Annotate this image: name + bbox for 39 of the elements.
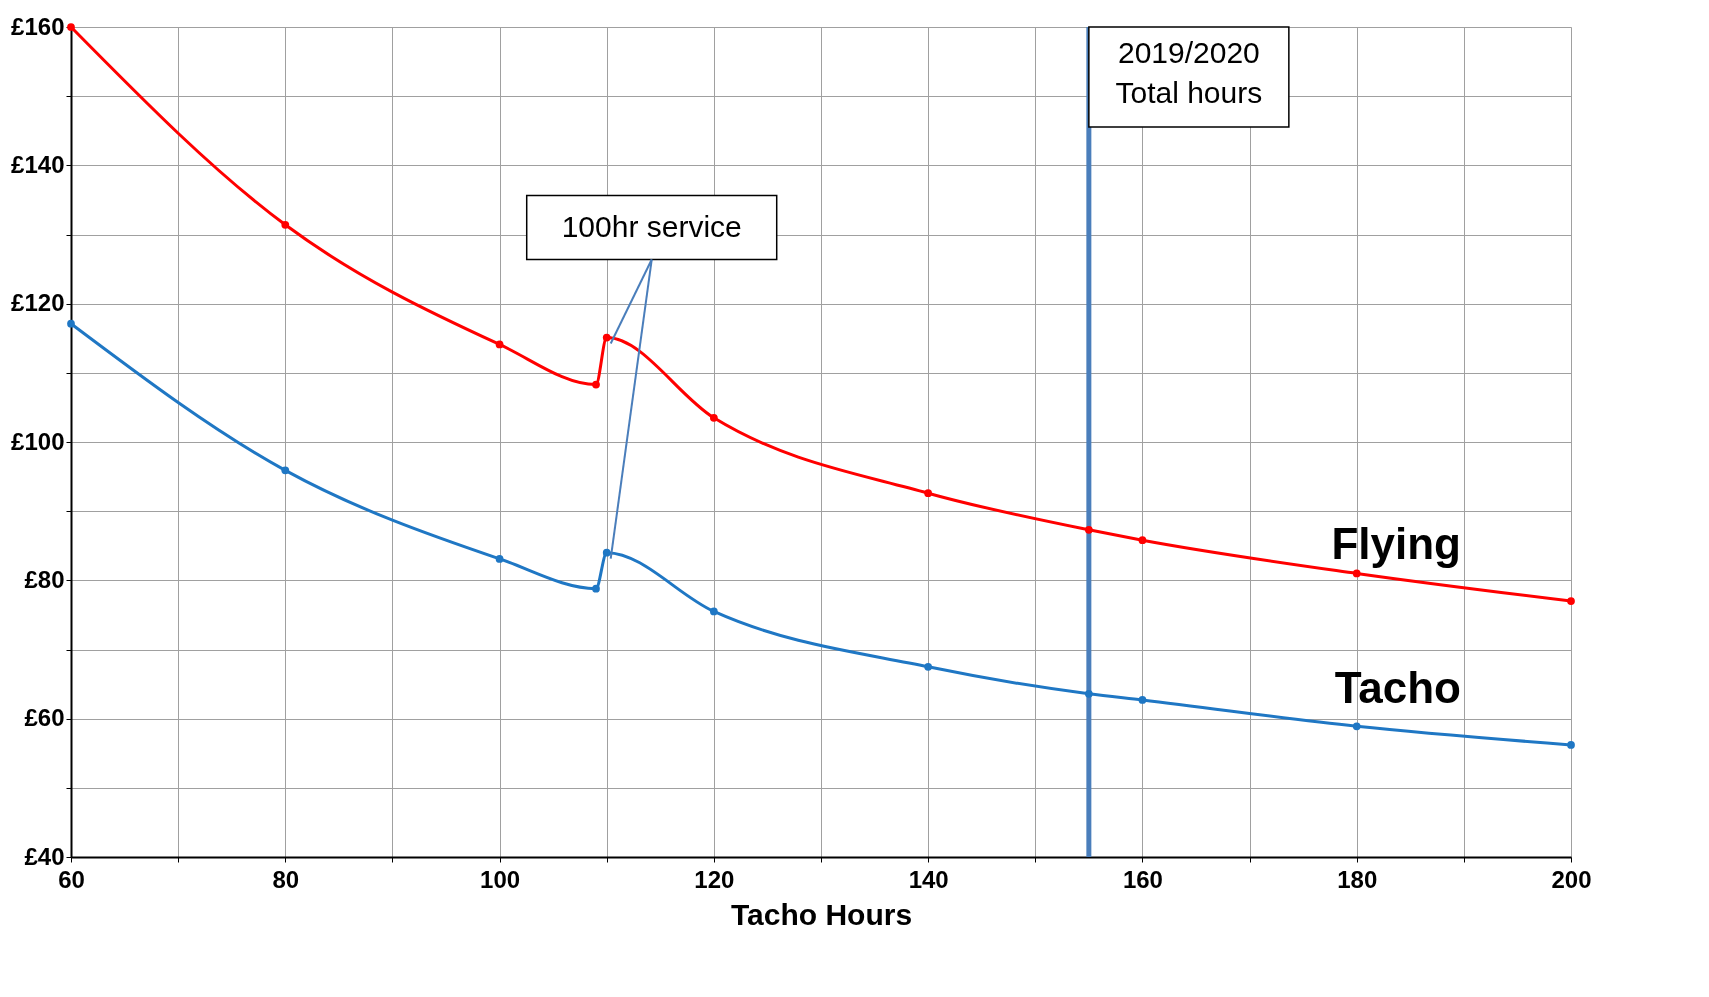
- point: [1138, 536, 1147, 545]
- point: [281, 466, 290, 475]
- point: [602, 333, 611, 342]
- series-label: Tacho: [1334, 662, 1461, 712]
- point: [924, 489, 933, 498]
- point: [495, 340, 504, 349]
- y-tick-label: £80: [24, 565, 65, 593]
- y-tick-label: £120: [11, 289, 65, 317]
- y-tick-label: £140: [11, 150, 65, 178]
- point: [67, 319, 75, 328]
- point: [1352, 569, 1361, 578]
- point: [1567, 741, 1575, 749]
- x-tick-label: 160: [1122, 865, 1163, 893]
- point: [495, 555, 504, 563]
- point: [1138, 696, 1147, 704]
- series-label: Flying: [1331, 519, 1461, 569]
- point: [709, 607, 718, 616]
- point: [602, 548, 611, 557]
- x-tick-label: 200: [1551, 865, 1592, 893]
- point: [592, 380, 600, 389]
- point: [592, 584, 600, 593]
- x-tick-label: 180: [1337, 865, 1378, 893]
- y-tick-label: £60: [24, 704, 65, 732]
- point: [1567, 597, 1575, 605]
- x-axis-title: Tacho Hours: [730, 897, 913, 931]
- point: [924, 662, 933, 671]
- x-tick-label: 80: [272, 865, 300, 893]
- point: [1084, 525, 1093, 534]
- x-tick-label: 120: [694, 865, 735, 893]
- point: [281, 220, 290, 229]
- annotation: 100hr service: [561, 209, 742, 243]
- ref-line-label: 2019/2020 Total hours: [1115, 36, 1263, 109]
- y-tick-label: £160: [11, 12, 65, 40]
- point: [1084, 689, 1093, 698]
- x-tick-label: 140: [908, 865, 949, 893]
- point: [709, 413, 718, 422]
- x-tick-label: 100: [480, 865, 521, 893]
- y-tick-label: £100: [11, 427, 65, 455]
- point: [1352, 722, 1361, 731]
